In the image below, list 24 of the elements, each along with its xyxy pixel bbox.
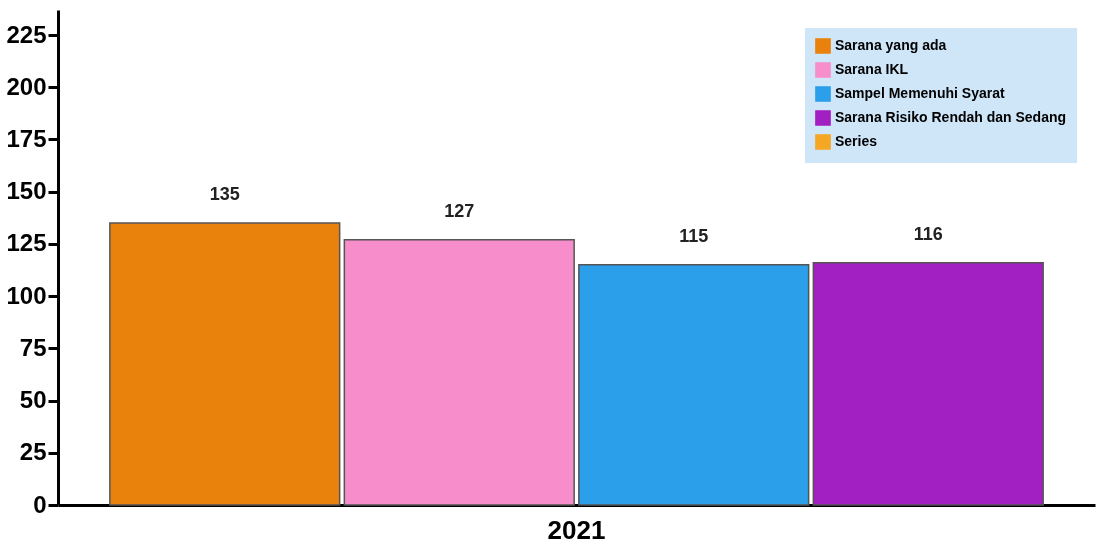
data-label: 127 [444,200,475,221]
y-tick-label: 150 [6,177,47,205]
y-tick-label: 0 [33,490,47,518]
legend-label: Sarana yang ada [835,37,947,53]
legend-label: Sarana Risiko Rendah dan Sedang [835,109,1067,125]
data-label: 115 [679,225,709,246]
bar [578,264,810,506]
y-tick-label: 200 [6,72,47,100]
y-tick-label: 100 [6,281,47,309]
data-label: 135 [209,184,240,205]
y-tick-label: 125 [6,229,47,257]
bar [109,222,341,506]
y-tick-label: 25 [19,438,47,466]
x-tick-label: 2021 [547,514,606,545]
legend-label: Series [835,133,878,149]
legend-label: Sarana IKL [835,61,909,77]
bar [812,261,1044,506]
data-label: 116 [913,223,943,244]
y-tick-label: 50 [19,386,47,414]
bar [343,239,575,506]
y-tick-label: 225 [6,20,47,48]
legend-label: Sampel Memenuhi Syarat [835,85,1005,101]
y-tick-label: 75 [19,333,47,361]
y-tick-label: 175 [6,124,47,152]
